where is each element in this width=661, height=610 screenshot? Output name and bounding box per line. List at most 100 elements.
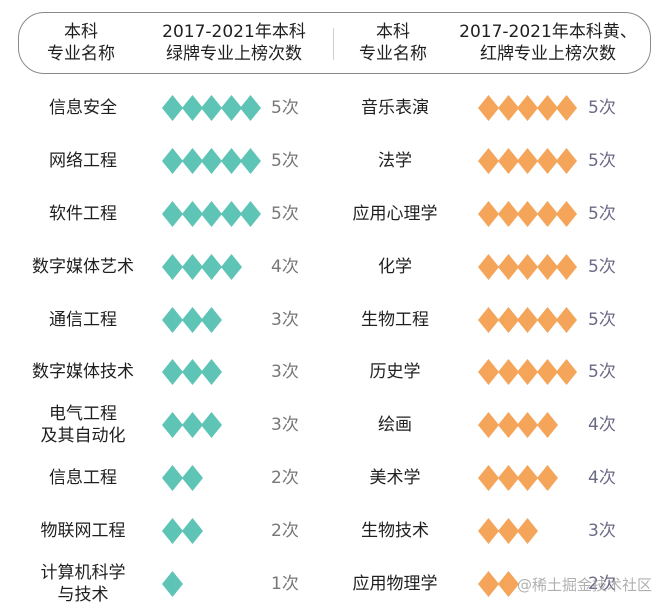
major-name-line: 数字媒体技术 — [32, 362, 134, 382]
major-name: 应用心理学 — [340, 188, 450, 240]
major-name: 物联网工程 — [18, 505, 148, 557]
diamond-icon — [497, 359, 519, 385]
major-name: 数字媒体技术 — [18, 346, 148, 398]
diamond-icon — [201, 412, 222, 438]
major-name-line: 数字媒体艺术 — [32, 257, 134, 277]
diamond-icon — [478, 95, 499, 121]
major-name-line: 信息工程 — [49, 468, 117, 488]
diamond-icon — [497, 148, 519, 174]
major-name-line: 应用物理学 — [352, 574, 438, 594]
diamond-icon — [181, 254, 203, 280]
diamond-icon — [220, 148, 242, 174]
count-label: 3次 — [271, 310, 299, 330]
diamond-icon — [517, 412, 538, 438]
diamond-icon — [478, 307, 499, 333]
diamond-icon — [536, 307, 558, 333]
diamond-icon — [201, 307, 222, 333]
header-line: 专业名称 — [359, 44, 427, 64]
major-name: 软件工程 — [18, 188, 148, 240]
major-name-line: 网络工程 — [49, 151, 117, 171]
diamond-icon — [478, 465, 499, 491]
diamond-icon — [536, 95, 558, 121]
diamond-icon — [517, 201, 538, 227]
diamond-icon — [556, 201, 577, 227]
diamond-icon — [478, 201, 499, 227]
diamond-icon — [497, 254, 519, 280]
diamond-icon — [181, 518, 203, 544]
major-name: 应用物理学 — [340, 558, 450, 610]
diamond-icon — [556, 307, 577, 333]
diamond-icon — [162, 254, 183, 280]
count-label: 5次 — [271, 204, 299, 224]
header-line: 2017-2021年本科 — [162, 22, 306, 42]
header-line: 本科 — [376, 22, 410, 42]
diamond-icon — [181, 148, 203, 174]
major-name: 绘画 — [340, 399, 450, 451]
diamond-icon — [240, 95, 261, 121]
count-label: 2次 — [271, 521, 299, 541]
header-divider — [333, 28, 334, 60]
major-name-line: 软件工程 — [49, 204, 117, 224]
header-major-name-green: 本科 专业名称 — [18, 12, 144, 74]
major-name-line: 美术学 — [369, 468, 421, 488]
major-name: 生物工程 — [340, 294, 450, 346]
diamond-icon — [497, 412, 519, 438]
diamond-icon — [517, 307, 538, 333]
diamond-icon — [497, 465, 519, 491]
diamond-icon — [181, 359, 203, 385]
diamond-icon — [181, 412, 203, 438]
major-name-line: 信息安全 — [49, 98, 117, 118]
diamond-icon — [181, 201, 203, 227]
header-line: 2017-2021年本科黄、 — [459, 22, 637, 42]
diamond-icon — [162, 148, 183, 174]
major-name: 历史学 — [340, 346, 450, 398]
diamond-icon — [536, 148, 558, 174]
diamond-icon — [536, 412, 558, 438]
header-major-name-orange: 本科 专业名称 — [338, 12, 448, 74]
header-line: 红牌专业上榜次数 — [480, 44, 616, 64]
major-name: 生物技术 — [340, 505, 450, 557]
diamond-icon — [162, 95, 183, 121]
diamond-icon — [220, 201, 242, 227]
diamond-icon — [240, 148, 261, 174]
diamond-icon — [497, 201, 519, 227]
major-name: 电气工程 及其自动化 — [18, 399, 148, 451]
major-name-line: 应用心理学 — [352, 204, 438, 224]
diamond-icon — [162, 359, 183, 385]
diamond-icon — [517, 254, 538, 280]
major-name-line: 计算机科学 — [40, 563, 126, 583]
watermark: @稀土掘金技术社区 — [517, 576, 653, 594]
major-name-line: 生物技术 — [361, 521, 429, 541]
diamond-icon — [478, 254, 499, 280]
diamond-icon — [536, 465, 558, 491]
major-name-line: 与技术 — [57, 585, 109, 605]
major-name: 美术学 — [340, 452, 450, 504]
diamond-icon — [556, 148, 577, 174]
major-name: 音乐表演 — [340, 82, 450, 134]
major-name-line: 通信工程 — [49, 310, 117, 330]
header-orange-count: 2017-2021年本科黄、 红牌专业上榜次数 — [448, 12, 648, 74]
diamond-icon — [478, 148, 499, 174]
diamond-icon — [497, 571, 519, 597]
diamond-icon — [517, 518, 538, 544]
diamond-icon — [536, 359, 558, 385]
major-name: 法学 — [340, 135, 450, 187]
diamond-icon — [201, 95, 222, 121]
diamond-icon — [201, 254, 222, 280]
diamond-icon — [497, 518, 519, 544]
major-name-line: 及其自动化 — [40, 426, 126, 446]
count-label: 4次 — [271, 257, 299, 277]
major-name: 网络工程 — [18, 135, 148, 187]
diamond-icon — [162, 518, 183, 544]
count-label: 5次 — [588, 362, 616, 382]
major-name: 通信工程 — [18, 294, 148, 346]
count-label: 5次 — [588, 257, 616, 277]
diamond-icon — [497, 95, 519, 121]
diamond-icon — [517, 465, 538, 491]
header-line: 绿牌专业上榜次数 — [166, 44, 302, 64]
diamond-icon — [517, 148, 538, 174]
count-label: 5次 — [271, 98, 299, 118]
diamond-icon — [181, 307, 203, 333]
diamond-icon — [181, 465, 203, 491]
major-name-line: 绘画 — [378, 415, 412, 435]
